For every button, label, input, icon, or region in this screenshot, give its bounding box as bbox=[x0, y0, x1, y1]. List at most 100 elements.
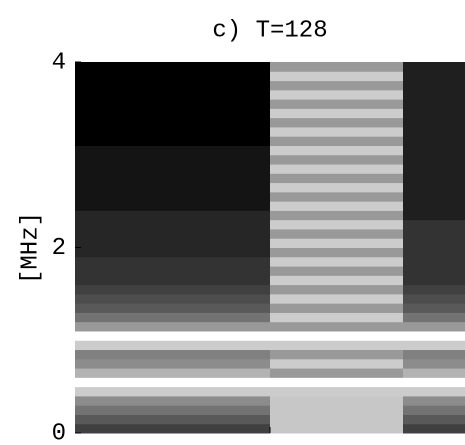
cell bbox=[270, 303, 403, 313]
cell bbox=[403, 136, 465, 146]
cell bbox=[403, 340, 465, 351]
cell bbox=[75, 136, 270, 146]
cell bbox=[75, 219, 270, 230]
cell bbox=[75, 238, 270, 248]
cell bbox=[270, 405, 403, 415]
cell bbox=[75, 145, 270, 156]
cell bbox=[403, 256, 465, 267]
cell bbox=[270, 182, 403, 193]
cell bbox=[270, 340, 403, 351]
cell bbox=[270, 89, 403, 100]
cell bbox=[75, 266, 270, 276]
cell bbox=[403, 349, 465, 360]
cell bbox=[75, 330, 270, 341]
cell bbox=[270, 99, 403, 109]
cell bbox=[270, 228, 403, 239]
cell bbox=[270, 136, 403, 146]
cell bbox=[270, 284, 403, 295]
cell bbox=[403, 358, 465, 369]
cell bbox=[75, 108, 270, 119]
cell bbox=[403, 368, 465, 378]
cell bbox=[403, 247, 465, 258]
cell bbox=[270, 62, 403, 72]
cell bbox=[403, 62, 465, 72]
cell bbox=[270, 377, 403, 388]
cell bbox=[270, 330, 403, 341]
cell bbox=[403, 173, 465, 184]
y-axis-label: [MHz] bbox=[17, 212, 44, 284]
cell bbox=[403, 201, 465, 211]
cell bbox=[75, 201, 270, 211]
cell bbox=[403, 284, 465, 295]
cell bbox=[270, 358, 403, 369]
cell bbox=[270, 117, 403, 128]
cell bbox=[75, 117, 270, 128]
cell bbox=[403, 414, 465, 425]
cell bbox=[75, 349, 270, 360]
cell bbox=[270, 219, 403, 230]
cell bbox=[403, 182, 465, 193]
cell bbox=[75, 386, 270, 397]
cell bbox=[270, 247, 403, 258]
cell bbox=[75, 414, 270, 425]
cell bbox=[270, 108, 403, 119]
cell bbox=[75, 247, 270, 258]
cell bbox=[270, 201, 403, 211]
cell bbox=[270, 191, 403, 202]
cell bbox=[403, 126, 465, 137]
cell bbox=[270, 145, 403, 156]
cell bbox=[75, 321, 270, 332]
cell bbox=[270, 210, 403, 221]
cell bbox=[75, 377, 270, 388]
cell bbox=[403, 154, 465, 165]
cell bbox=[403, 89, 465, 100]
cell bbox=[270, 368, 403, 378]
cell bbox=[75, 210, 270, 221]
y-tick-label: 2 bbox=[52, 235, 66, 262]
cell bbox=[270, 173, 403, 184]
cell bbox=[75, 62, 270, 72]
cell bbox=[75, 173, 270, 184]
cell bbox=[403, 312, 465, 323]
cell bbox=[403, 330, 465, 341]
cell bbox=[403, 423, 465, 434]
cell bbox=[403, 228, 465, 239]
cell bbox=[270, 293, 403, 304]
cell bbox=[403, 321, 465, 332]
cell bbox=[270, 275, 403, 286]
cell bbox=[403, 219, 465, 230]
cell bbox=[270, 238, 403, 248]
cell bbox=[403, 191, 465, 202]
cell bbox=[75, 423, 270, 434]
cell bbox=[270, 266, 403, 276]
cell bbox=[403, 405, 465, 415]
cell bbox=[403, 395, 465, 406]
cell bbox=[75, 395, 270, 406]
cell bbox=[75, 191, 270, 202]
cell bbox=[403, 210, 465, 221]
cell bbox=[270, 312, 403, 323]
cell bbox=[270, 71, 403, 82]
cell bbox=[75, 284, 270, 295]
cell bbox=[270, 395, 403, 406]
cell bbox=[403, 266, 465, 276]
cell bbox=[75, 275, 270, 286]
cell bbox=[270, 80, 403, 91]
cell bbox=[403, 117, 465, 128]
cell bbox=[403, 303, 465, 313]
cell bbox=[75, 99, 270, 109]
cell bbox=[403, 164, 465, 174]
cell bbox=[403, 386, 465, 397]
cell bbox=[403, 108, 465, 119]
y-tick-label: 0 bbox=[52, 420, 66, 445]
cell bbox=[270, 386, 403, 397]
cell bbox=[75, 154, 270, 165]
cell bbox=[270, 126, 403, 137]
chart-title: c) T=128 bbox=[212, 17, 327, 44]
cell bbox=[403, 377, 465, 388]
cell bbox=[75, 368, 270, 378]
cell bbox=[75, 182, 270, 193]
cell bbox=[403, 71, 465, 82]
cell bbox=[403, 293, 465, 304]
